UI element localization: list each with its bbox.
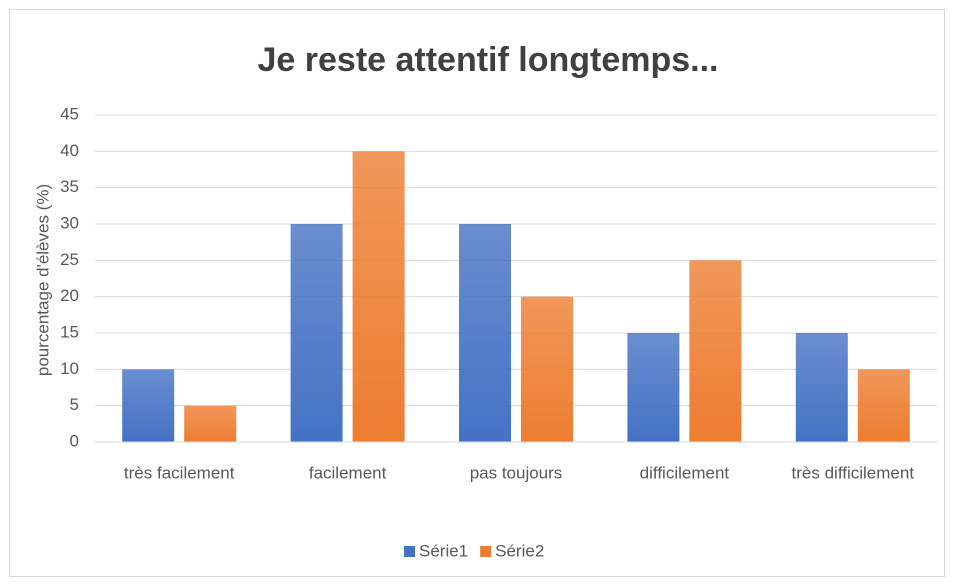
x-tick-label: difficilement — [640, 463, 730, 482]
y-tick-label: 40 — [60, 141, 79, 160]
y-tick-label: 10 — [60, 359, 79, 378]
legend-swatch — [404, 546, 415, 557]
y-tick-label: 20 — [60, 286, 79, 305]
bar — [352, 151, 405, 443]
y-tick-label: 5 — [70, 395, 79, 414]
bar — [689, 260, 742, 442]
x-tick-label: très facilement — [124, 463, 235, 482]
y-axis-label: pourcentage d'élèves (%) — [33, 184, 52, 376]
x-tick-label: pas toujours — [470, 463, 563, 482]
bar — [459, 224, 511, 442]
chart-title: Je reste attentif longtemps... — [258, 41, 719, 79]
bar — [857, 369, 910, 442]
bar — [521, 296, 573, 442]
legend-swatch — [480, 546, 492, 557]
y-tick-label: 0 — [70, 431, 79, 450]
bar — [184, 405, 237, 442]
legend-label: Série2 — [495, 541, 544, 560]
legend-label: Série1 — [419, 541, 468, 560]
bar — [795, 333, 848, 442]
x-tick-label: très difficilement — [792, 463, 915, 482]
bar — [122, 369, 175, 442]
y-tick-label: 15 — [60, 322, 79, 341]
bar — [627, 333, 680, 442]
bar — [290, 224, 343, 442]
y-tick-label: 25 — [60, 250, 79, 269]
x-tick-label: facilement — [309, 463, 387, 482]
y-tick-label: 45 — [60, 104, 79, 123]
y-tick-label: 35 — [60, 177, 79, 196]
y-tick-label: 30 — [60, 213, 79, 232]
